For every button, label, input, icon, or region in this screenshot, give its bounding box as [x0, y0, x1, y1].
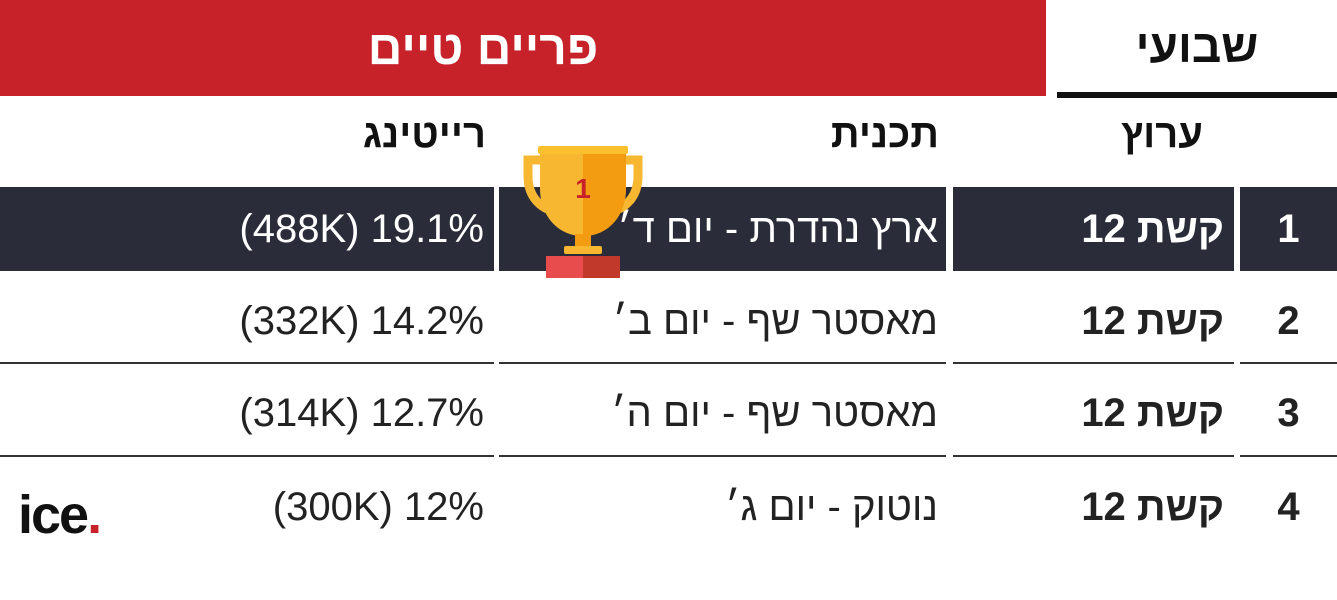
channel-cell: קשת 12 [953, 187, 1234, 271]
rank-cell: 4 [1277, 484, 1300, 529]
banner-title: פריים טיים [367, 21, 599, 75]
row-divider [499, 362, 946, 364]
rank-cell: 2 [1277, 298, 1300, 343]
rating-cell: 19.1% (488K) [0, 187, 494, 271]
tab-weekly[interactable]: שבועי [1057, 0, 1337, 98]
row-divider [1240, 455, 1337, 457]
column-header-rating: רייטינג [362, 112, 486, 156]
logo-dot: . [87, 485, 102, 545]
rating-cell: 14.2% (332K) [239, 298, 484, 343]
program-cell: מאסטר שף - יום ב׳ [612, 298, 938, 343]
column-header-program: תכנית [830, 112, 939, 156]
row-divider [953, 455, 1234, 457]
logo-text: ice [18, 485, 89, 545]
row-divider [0, 455, 494, 457]
channel-cell: קשת 12 [1081, 298, 1224, 343]
row-divider [0, 362, 494, 364]
ice-logo: ice. [18, 484, 102, 546]
trophy-label: 1 [575, 173, 591, 204]
trophy-icon: 1 [523, 146, 643, 278]
program-cell: נוטוק - יום ג׳ [725, 484, 938, 529]
channel-cell: קשת 12 [1081, 390, 1224, 435]
tab-weekly-label: שבועי [1135, 20, 1259, 72]
row-divider [953, 362, 1234, 364]
row-divider [1240, 362, 1337, 364]
channel-cell: קשת 12 [1081, 484, 1224, 529]
rating-cell: 12% (300K) [272, 484, 484, 529]
row-divider [499, 455, 946, 457]
program-cell: מאסטר שף - יום ה׳ [611, 390, 938, 435]
rating-cell: 12.7% (314K) [239, 390, 484, 435]
column-header-channel: ערוץ [1121, 112, 1203, 156]
rank-cell: 1 [1240, 187, 1337, 271]
header-banner: פריים טיים [0, 0, 1046, 96]
rank-cell: 3 [1277, 390, 1300, 435]
